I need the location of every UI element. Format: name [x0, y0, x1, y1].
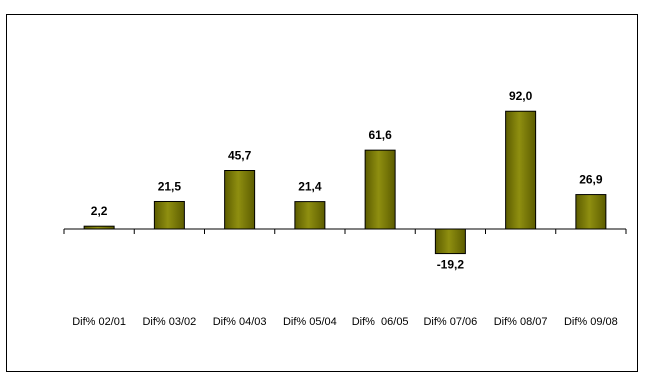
bar — [364, 149, 396, 230]
category-label: Dif% 02/01 — [72, 316, 126, 328]
bar — [153, 200, 185, 230]
bar — [575, 194, 607, 230]
data-label: 26,9 — [579, 173, 603, 187]
category-label: Dif% 03/02 — [142, 316, 196, 328]
category-label: Dif% 07/06 — [423, 316, 477, 328]
data-label: 92,0 — [509, 89, 533, 103]
bar — [434, 228, 466, 255]
category-label: Dif% 09/08 — [564, 316, 618, 328]
category-label: Dif% 05/04 — [283, 316, 337, 328]
data-label: 61,6 — [368, 128, 392, 142]
data-label: -19,2 — [437, 258, 465, 272]
bar — [294, 201, 326, 230]
category-label: Dif% 06/05 — [352, 316, 409, 328]
data-label: 21,4 — [298, 180, 322, 194]
bar — [505, 110, 537, 230]
category-label: Dif% 08/07 — [494, 316, 548, 328]
bar — [224, 170, 256, 230]
data-label: 21,5 — [158, 179, 182, 193]
bar — [83, 225, 115, 230]
data-label: 2,2 — [91, 204, 108, 218]
category-label: Dif% 04/03 — [213, 316, 267, 328]
data-label: 45,7 — [228, 149, 252, 163]
